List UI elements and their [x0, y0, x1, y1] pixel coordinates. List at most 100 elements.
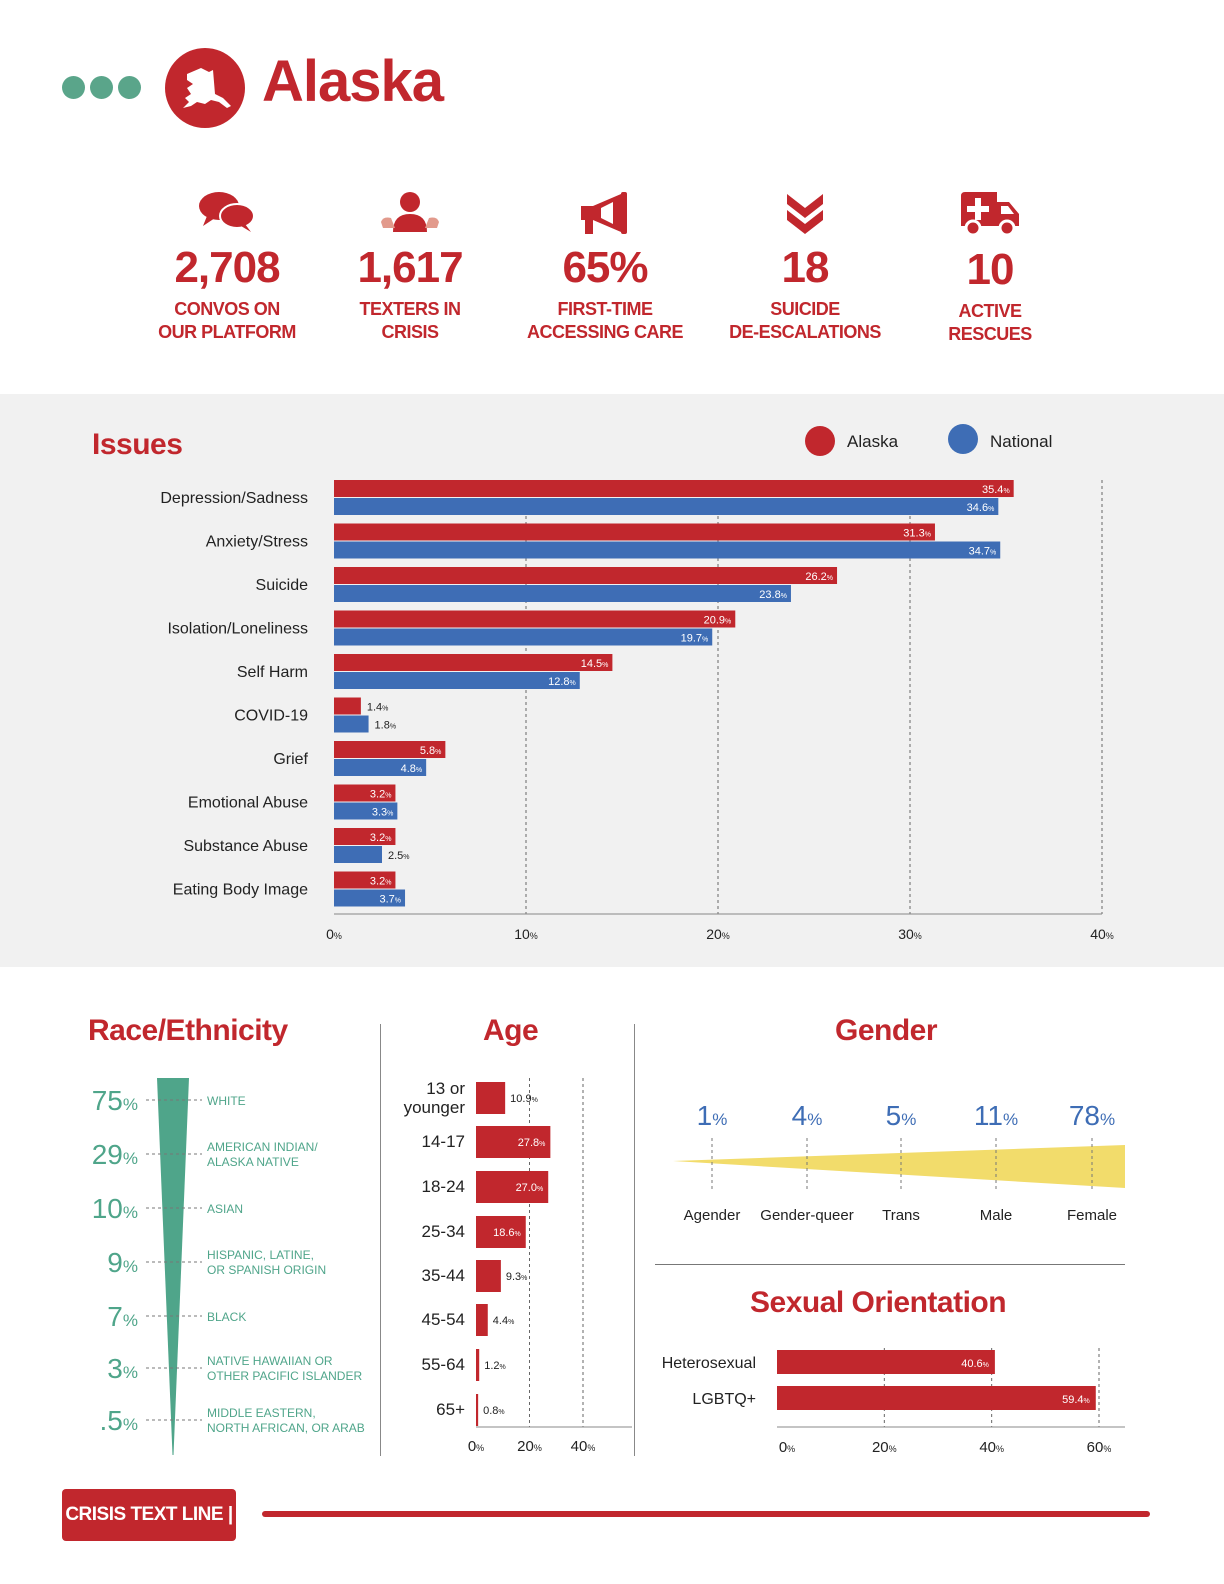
data-label: 31.3%	[903, 528, 931, 540]
gender-value: 4%	[792, 1100, 823, 1131]
bar-national	[334, 498, 999, 515]
bar-national	[334, 628, 713, 646]
double-chevron-down-icon	[787, 194, 823, 234]
age-category-label: younger	[404, 1098, 466, 1117]
header-dot	[90, 76, 113, 99]
gender-category-label: Male	[980, 1207, 1013, 1224]
stat-texters: 1,617 TEXTERS IN CRISIS	[310, 190, 510, 344]
orientation-category-label: LGBTQ+	[692, 1391, 756, 1408]
bar-national	[334, 759, 427, 776]
stat-value: 1,617	[357, 243, 463, 292]
chat-bubbles-icon	[199, 192, 255, 232]
data-label: 18.6%	[493, 1227, 521, 1239]
section-divider	[634, 1024, 635, 1456]
race-title: Race/Ethnicity	[88, 1014, 288, 1047]
orientation-chart: 0% 20% 40% 60% 40.6% Heterosexual 59.4% LGBTQ+	[662, 1348, 1125, 1456]
legend-alaska-label: Alaska	[847, 432, 899, 451]
data-label: 59.4%	[1062, 1394, 1090, 1406]
data-label: 27.8%	[518, 1137, 546, 1149]
x-tick-label: 40%	[1090, 926, 1114, 942]
orientation-title: Sexual Orientation	[750, 1286, 1007, 1319]
data-label: 40.6%	[961, 1358, 989, 1370]
stat-label: ACTIVE	[958, 301, 1022, 321]
legend-alaska-swatch	[805, 426, 835, 456]
x-tick-label: 30%	[898, 926, 922, 942]
stat-value: 10	[966, 245, 1015, 294]
category-label: Emotional Abuse	[188, 795, 308, 812]
age-bar	[476, 1260, 501, 1292]
stat-value: 18	[781, 243, 830, 292]
age-category-label: 35-44	[422, 1266, 465, 1285]
bar-alaska	[334, 523, 935, 541]
orientation-bar	[777, 1350, 995, 1374]
data-label: 1.8%	[375, 720, 397, 732]
gender-wedge	[673, 1145, 1125, 1188]
data-label: 2.5%	[388, 850, 410, 862]
bar-alaska	[334, 828, 396, 845]
stat-label: TEXTERS IN	[359, 299, 461, 319]
gender-divider	[655, 1264, 1125, 1265]
data-label: 20.9%	[704, 615, 732, 627]
alaska-map-icon	[183, 68, 231, 108]
x-tick-label: 10%	[514, 926, 538, 942]
bar-national	[334, 715, 369, 733]
age-bar	[476, 1171, 549, 1203]
legend-national-swatch	[948, 424, 978, 454]
data-label: 9.3%	[506, 1271, 528, 1283]
gender-value: 11%	[974, 1100, 1018, 1131]
data-label: 4.4%	[493, 1315, 515, 1327]
gender-value: 1%	[697, 1100, 728, 1131]
stat-label: ACCESSING CARE	[526, 322, 684, 342]
megaphone-icon	[581, 192, 627, 234]
age-category-label: 18-24	[422, 1177, 465, 1196]
x-tick-label: 0%	[779, 1439, 795, 1456]
gender-category-label: Female	[1067, 1207, 1117, 1224]
race-category-label: AMERICAN INDIAN/	[207, 1140, 318, 1154]
data-label: 26.2%	[805, 571, 833, 583]
stat-value: 2,708	[174, 243, 280, 292]
gender-chart: 1% Agender 4% Gender-queer 5% Trans 11% Male 78%…	[673, 1100, 1125, 1224]
bar-national	[334, 846, 382, 863]
data-label: 10.9%	[510, 1093, 538, 1105]
bar-national	[334, 889, 406, 907]
state-title: Alaska	[262, 49, 444, 114]
header-dot	[118, 76, 141, 99]
race-category-label: ASIAN	[207, 1202, 243, 1216]
stat-label: DE-ESCALATIONS	[729, 322, 881, 342]
category-label: Substance Abuse	[183, 838, 308, 855]
stat-label: CRISIS	[381, 322, 439, 342]
category-label: Grief	[273, 751, 308, 768]
data-label: 12.8%	[548, 676, 576, 688]
x-tick-label: 0%	[326, 926, 342, 942]
issues-title: Issues	[92, 428, 183, 461]
stat-first-time: 65% FIRST-TIME ACCESSING CARE	[505, 190, 705, 344]
data-label: 3.3%	[372, 807, 394, 819]
category-label: Eating Body Image	[173, 882, 308, 899]
stat-label: SUICIDE	[770, 299, 840, 319]
race-funnel	[157, 1078, 189, 1455]
race-value: .5%	[100, 1405, 138, 1436]
category-label: Isolation/Loneliness	[167, 621, 308, 638]
race-value: 3%	[107, 1353, 138, 1384]
race-category-label: NATIVE HAWAIIAN OR	[207, 1354, 333, 1368]
age-category-label: 14-17	[422, 1132, 465, 1151]
orientation-bar	[777, 1386, 1096, 1410]
category-label: Anxiety/Stress	[206, 534, 308, 551]
age-title: Age	[483, 1014, 539, 1047]
header-dot	[62, 76, 85, 99]
race-category-label: OR SPANISH ORIGIN	[207, 1263, 326, 1277]
data-label: 5.8%	[420, 745, 442, 757]
race-value: 75%	[92, 1085, 138, 1116]
data-label: 3.2%	[370, 789, 392, 801]
race-chart: 75% WHITE 29% AMERICAN INDIAN/ALASKA NATIVE…	[92, 1078, 365, 1455]
bar-alaska	[334, 480, 1014, 497]
issues-chart: 0% 10% 20% 30% 40% Depression/Sadness 35.4% 34.…	[160, 480, 1114, 942]
stat-label: CONVOS ON	[174, 299, 280, 319]
data-label: 4.8%	[401, 763, 423, 775]
data-label: 19.7%	[681, 633, 709, 645]
age-category-label: 25-34	[422, 1222, 465, 1241]
gender-title: Gender	[835, 1014, 938, 1047]
category-label: COVID-19	[234, 708, 308, 725]
data-label: 14.5%	[581, 658, 609, 670]
